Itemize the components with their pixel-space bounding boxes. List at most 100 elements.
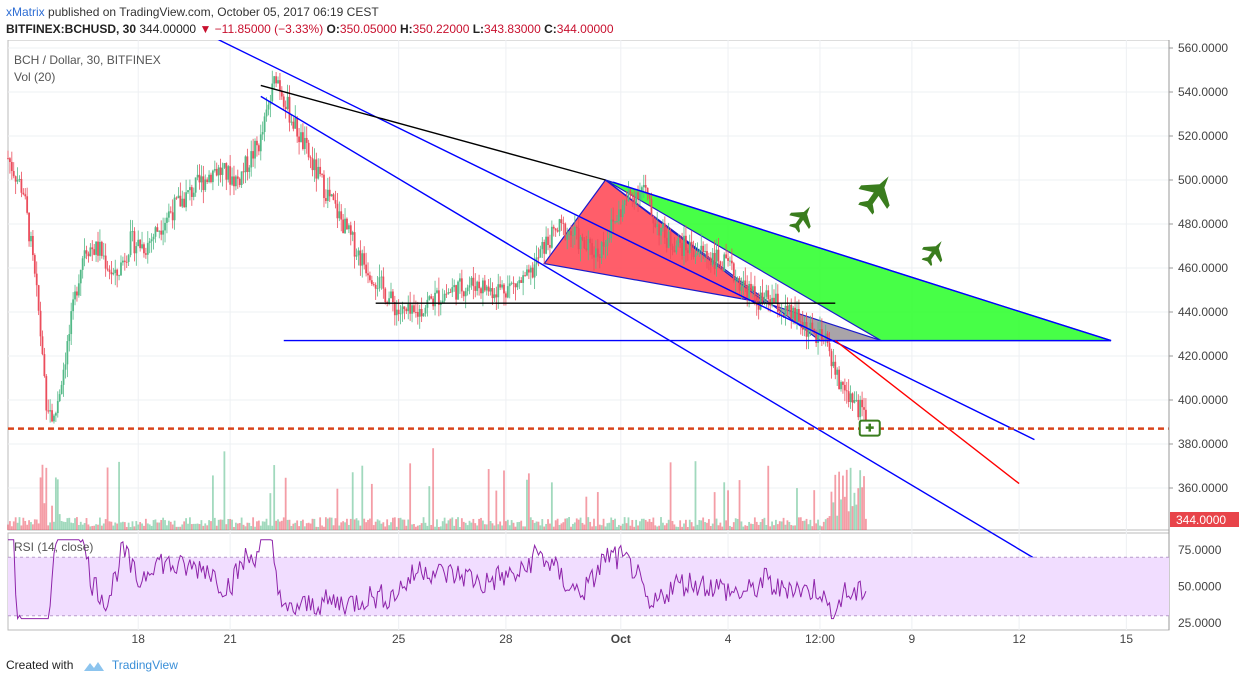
candle-body [819,329,821,335]
volume-bar [721,526,724,530]
candle-body [635,192,638,204]
volume-bar [169,521,172,530]
close-label: C: [544,22,557,36]
volume-bar [313,518,316,530]
volume-bar [508,525,511,530]
jet-shape [921,241,943,267]
volume-bar [269,493,272,530]
volume-bar [298,526,300,530]
volume-bar [141,523,143,530]
price-axis[interactable]: 560.0000 540.0000 520.0000 500.0000 480.0000… [1168,40,1239,630]
volume-bar [512,522,515,530]
candle-body [185,192,187,208]
candle-body [288,96,291,123]
candle-body [487,286,490,292]
rsi-pane[interactable]: 75.0000 50.0000 25.0000 [8,538,1222,630]
volume-bar [732,522,735,530]
candle-body [531,267,534,278]
volume-bar [589,521,592,530]
candle-body [441,300,444,303]
volume-bar [344,522,346,530]
volume-bar [196,523,199,530]
volume-bar [583,524,586,530]
candle-body [587,239,590,251]
candle-body [160,230,163,235]
tradingview-logo-icon[interactable] [83,660,105,672]
candle-body [359,250,362,266]
trendline-blue [217,40,1035,441]
volume-bar [577,519,580,530]
volume-bar [606,523,609,530]
volume-bar [185,518,187,530]
volume-bar [690,522,693,530]
tradingview-link[interactable]: TradingView [111,658,178,672]
volume-bar [18,517,21,530]
candle-body [752,286,754,291]
price-tick-label: 420.0000 [1178,349,1228,363]
candle-body [282,96,285,107]
chart-area[interactable]: 560.0000 540.0000 520.0000 500.0000 480.0000… [0,40,1239,650]
candle-body [836,369,839,375]
candle-body [204,179,207,191]
trendlines[interactable] [8,40,1169,560]
volume-bar [554,520,557,530]
candle-body [679,237,682,243]
volume-bar [39,477,42,530]
candle-body [303,137,306,150]
volume-bar [596,492,599,530]
candle-body [742,280,745,287]
volume-bar [99,517,101,530]
time-axis[interactable]: 18 21 25 28 Oct 4 12:00 9 12 15 [132,632,1134,646]
volume-bar [644,519,647,530]
candle-body [74,291,76,300]
volume-bar [487,469,490,530]
symbol-label[interactable]: BITFINEX:BCHUSD, 30 [6,22,137,36]
price-tick-label: 400.0000 [1178,393,1228,407]
candle-body [363,253,366,265]
candle-body [556,230,559,232]
price-tick-label: 440.0000 [1178,305,1228,319]
candle-body [346,218,348,230]
volume-bar [365,522,368,530]
candle-body [480,288,482,294]
volume-bar [265,518,268,530]
publisher-name[interactable]: xMatrix [6,5,45,19]
candle-body [832,361,835,367]
candle-body [384,288,387,303]
volume-bar [545,523,548,530]
price-tick-label: 560.0000 [1178,41,1228,55]
candle-body [430,296,433,299]
volume-bar [455,519,458,530]
candle-body [229,166,232,185]
candle-body [14,176,17,182]
volume-bar [470,522,473,530]
candle-body [790,304,793,319]
high-label: H: [399,22,413,36]
candle-body [505,293,507,298]
candle-body [179,195,182,207]
candle-body [489,288,492,292]
time-tick-label: 12:00 [805,632,835,646]
volume-bar [616,526,618,530]
volume-bar [68,517,71,530]
volume-bar [108,521,111,530]
volume-bar [315,526,318,530]
candle-body [761,292,764,301]
volume-bar [587,517,590,530]
volume-bar [713,492,716,530]
volume-bar [118,461,120,530]
volume-bar [497,524,500,530]
candle-body [326,189,329,201]
volume-bar [648,518,651,530]
volume-bar [200,520,203,530]
volume-bar [677,526,680,530]
candle-body [93,249,96,255]
main-pane-frame [7,40,1170,531]
candle-body [76,291,78,296]
volume-bar [631,519,634,530]
candle-body [376,288,379,290]
candle-body [434,292,436,307]
volume-bar [328,517,331,530]
volume-bar [123,522,126,530]
candle-body [265,109,268,117]
